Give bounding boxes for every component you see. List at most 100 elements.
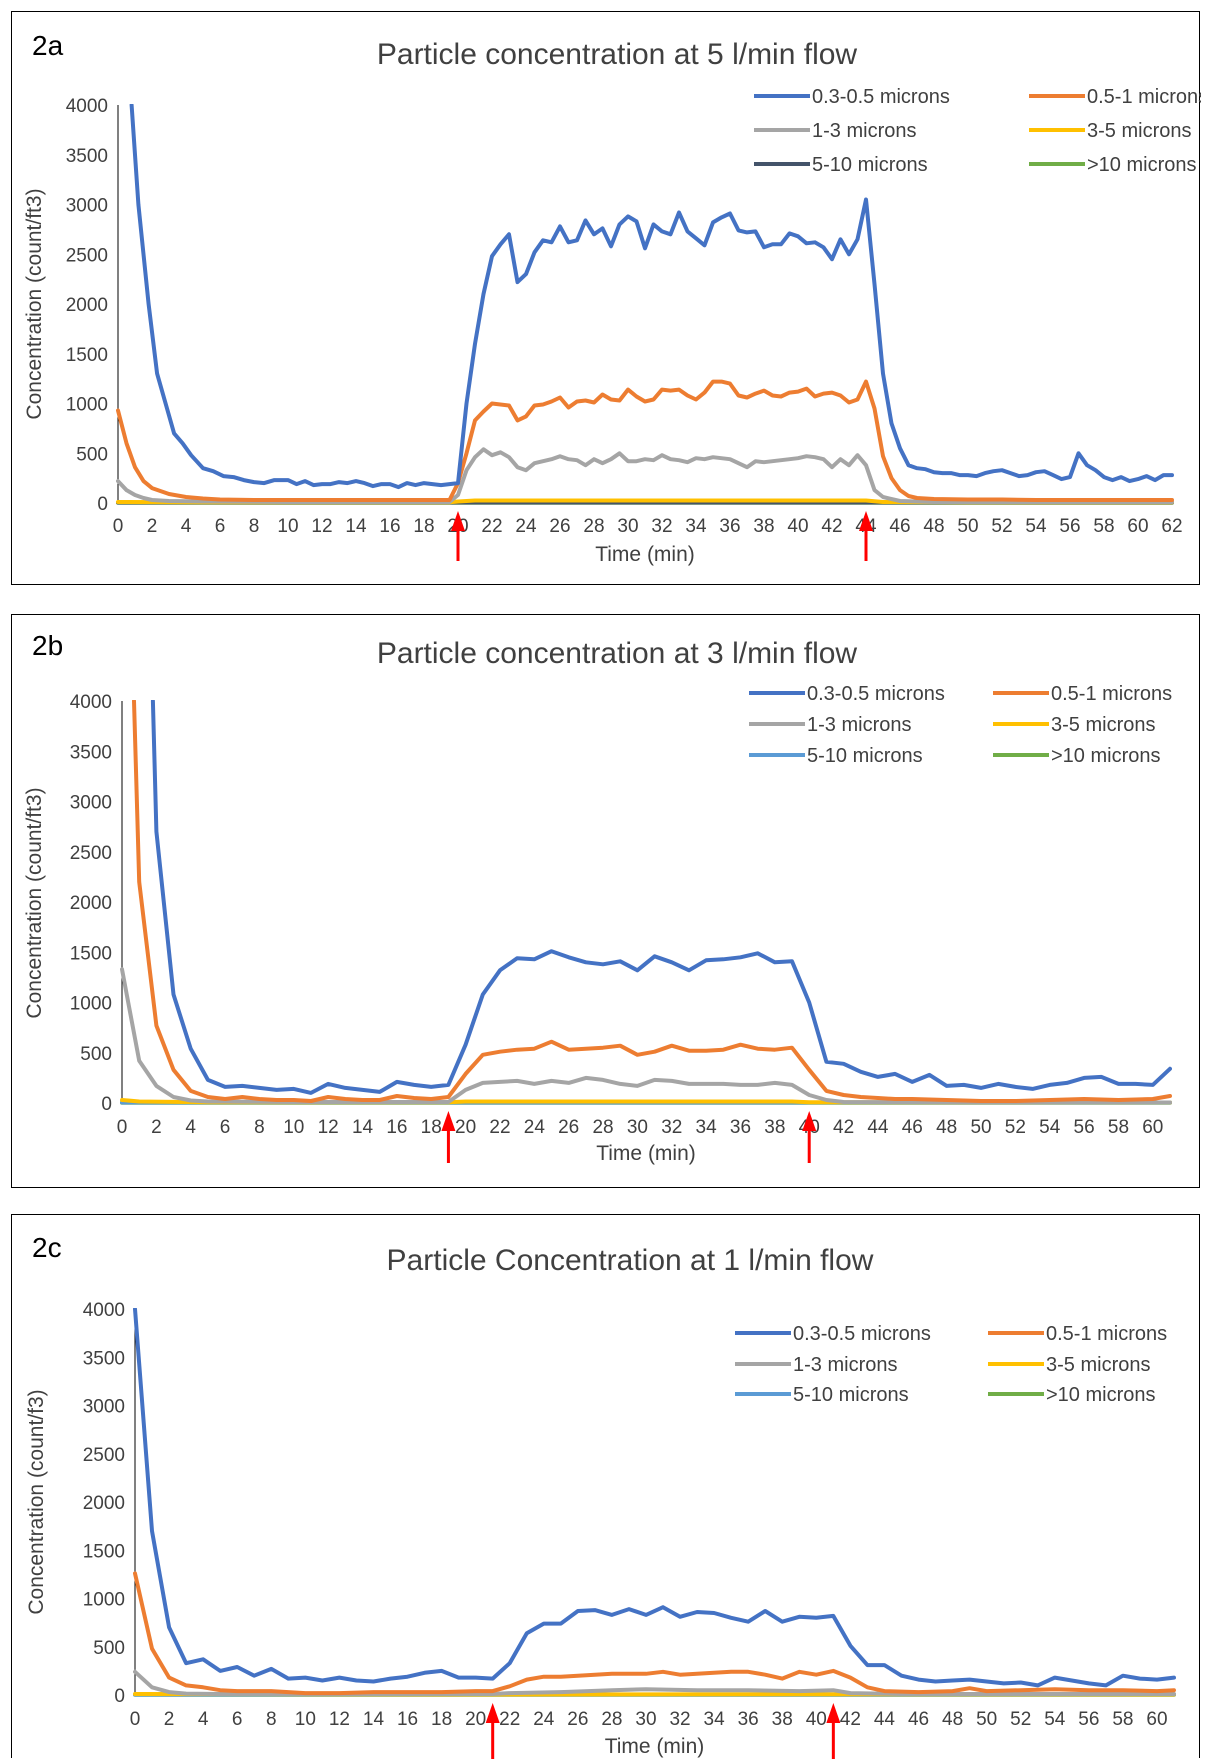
x-tick-label: 12 <box>318 1117 339 1138</box>
marker-arrow <box>441 1111 456 1163</box>
chart-title: Particle concentration at 3 l/min flow <box>377 637 858 670</box>
y-tick-label: 4000 <box>83 1300 125 1321</box>
series-line-2 <box>116 379 1174 502</box>
x-tick-label: 10 <box>277 516 298 537</box>
x-tick-label: 8 <box>266 1709 277 1730</box>
legend-entry: 0.5-1 microns <box>1087 86 1201 108</box>
x-tick-label: 38 <box>772 1709 793 1730</box>
x-tick-label: 42 <box>833 1117 854 1138</box>
x-tick-label: 14 <box>345 516 367 537</box>
x-tick-label: 52 <box>1005 1117 1026 1138</box>
legend-entry: 0.3-0.5 microns <box>807 683 945 705</box>
x-axis-label: Time (min) <box>596 1142 696 1165</box>
chart-title: Particle concentration at 5 l/min flow <box>377 38 858 71</box>
x-tick-label: 14 <box>363 1709 385 1730</box>
x-tick-label: 26 <box>549 516 570 537</box>
y-tick-label: 500 <box>76 444 108 465</box>
x-tick-label: 30 <box>635 1709 656 1730</box>
legend-entry: 0.5-1 microns <box>1046 1323 1167 1345</box>
x-tick-label: 6 <box>232 1709 243 1730</box>
x-tick-label: 48 <box>942 1709 963 1730</box>
y-tick-label: 0 <box>114 1686 125 1707</box>
chart-svg-2a: 2a Particle concentration at 5 l/min flow… <box>23 30 1201 566</box>
marker-arrow <box>485 1703 500 1759</box>
x-tick-label: 28 <box>583 516 604 537</box>
y-tick-label: 2500 <box>70 843 112 864</box>
x-tick-label: 16 <box>397 1709 418 1730</box>
y-tick-label: 1500 <box>70 943 112 964</box>
legend-entry: >10 microns <box>1051 745 1161 767</box>
legend-entry: 1-3 microns <box>793 1354 897 1376</box>
legend-entry: 5-10 microns <box>807 745 923 767</box>
x-tick-label: 50 <box>970 1117 991 1138</box>
x-tick-label: 22 <box>481 516 502 537</box>
y-tick-label: 3000 <box>66 196 108 217</box>
x-tick-label: 46 <box>908 1709 929 1730</box>
series-line-3 <box>120 967 1172 1105</box>
x-tick-label: 24 <box>515 516 537 537</box>
x-tick-label: 24 <box>524 1117 546 1138</box>
series-line-1 <box>133 1308 1176 1688</box>
y-tick-label: 4000 <box>66 96 108 117</box>
x-tick-label: 18 <box>431 1709 452 1730</box>
x-tick-label: 22 <box>489 1117 510 1138</box>
y-tick-label: 2000 <box>83 1493 125 1514</box>
y-tick-label: 2000 <box>66 295 108 316</box>
x-tick-label: 16 <box>379 516 400 537</box>
legend-entry: 3-5 microns <box>1046 1354 1150 1376</box>
x-tick-label: 2 <box>147 516 158 537</box>
x-tick-label: 44 <box>867 1117 889 1138</box>
y-tick-label: 3000 <box>83 1397 125 1418</box>
x-tick-label: 6 <box>215 516 226 537</box>
x-tick-label: 4 <box>198 1709 209 1730</box>
x-tick-label: 58 <box>1112 1709 1133 1730</box>
panel-label: 2a <box>32 30 64 61</box>
x-tick-label: 0 <box>130 1709 141 1730</box>
y-tick-label: 2500 <box>66 245 108 266</box>
x-tick-label: 4 <box>181 516 192 537</box>
x-tick-label: 30 <box>617 516 638 537</box>
x-tick-label: 36 <box>730 1117 751 1138</box>
x-tick-label: 46 <box>889 516 910 537</box>
x-tick-label: 34 <box>685 516 707 537</box>
x-tick-label: 62 <box>1161 516 1182 537</box>
x-tick-label: 34 <box>696 1117 718 1138</box>
x-tick-label: 34 <box>704 1709 726 1730</box>
marker-arrow <box>802 1111 817 1163</box>
x-tick-label: 36 <box>719 516 740 537</box>
x-tick-label: 4 <box>185 1117 196 1138</box>
x-tick-label: 28 <box>592 1117 613 1138</box>
y-tick-label: 1500 <box>83 1541 125 1562</box>
chart-svg-2b: 2b Particle concentration at 3 l/min flow… <box>23 630 1172 1165</box>
y-tick-label: 500 <box>80 1044 112 1065</box>
x-tick-label: 2 <box>151 1117 162 1138</box>
x-tick-label: 12 <box>329 1709 350 1730</box>
y-axis-label: Concentration (count/f3) <box>25 1389 48 1614</box>
x-tick-label: 60 <box>1146 1709 1167 1730</box>
y-tick-label: 3500 <box>70 742 112 763</box>
y-tick-label: 2500 <box>83 1445 125 1466</box>
legend-entry: 1-3 microns <box>807 714 911 736</box>
x-tick-label: 20 <box>455 1117 476 1138</box>
series-line-1 <box>129 104 1174 490</box>
x-tick-label: 42 <box>840 1709 861 1730</box>
x-tick-label: 58 <box>1108 1117 1129 1138</box>
x-tick-label: 54 <box>1025 516 1047 537</box>
chart-panel-2a: 2a Particle concentration at 5 l/min flow… <box>11 11 1201 585</box>
y-tick-label: 500 <box>93 1638 125 1659</box>
x-tick-label: 10 <box>295 1709 316 1730</box>
chart-title: Particle Concentration at 1 l/min flow <box>387 1244 874 1277</box>
x-tick-label: 54 <box>1039 1117 1061 1138</box>
y-tick-label: 1500 <box>66 345 108 366</box>
x-tick-label: 28 <box>601 1709 622 1730</box>
legend-entry: 1-3 microns <box>812 120 916 142</box>
x-tick-label: 30 <box>627 1117 648 1138</box>
x-tick-label: 60 <box>1127 516 1148 537</box>
legend-entry: >10 microns <box>1087 154 1197 176</box>
y-tick-label: 3500 <box>66 146 108 167</box>
x-tick-label: 54 <box>1044 1709 1066 1730</box>
y-tick-label: 3500 <box>83 1348 125 1369</box>
legend-entry: 0.3-0.5 microns <box>812 86 950 108</box>
y-tick-label: 0 <box>97 494 108 515</box>
x-tick-label: 42 <box>821 516 842 537</box>
